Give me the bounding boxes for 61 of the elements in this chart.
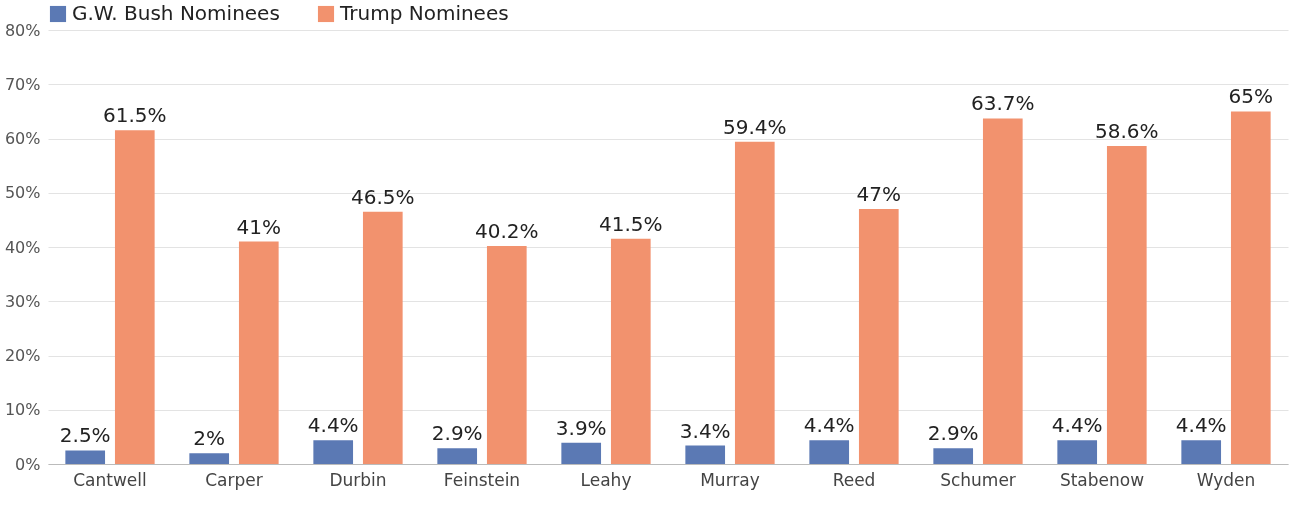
x-tick-label: Feinstein bbox=[443, 469, 521, 490]
data-label: 4.4% bbox=[1175, 413, 1227, 438]
y-tick-label: 40% bbox=[4, 237, 41, 257]
bar bbox=[561, 442, 602, 464]
data-label: 46.5% bbox=[351, 184, 415, 209]
y-tick-label: 30% bbox=[4, 291, 41, 311]
data-label: 59.4% bbox=[723, 114, 787, 139]
bar bbox=[437, 448, 478, 464]
data-label: 41.5% bbox=[599, 211, 663, 236]
x-tick-label: Carper bbox=[205, 469, 263, 490]
bar bbox=[610, 238, 651, 464]
data-label: 41% bbox=[236, 214, 282, 239]
data-label: 3.9% bbox=[555, 415, 607, 440]
data-label: 2.5% bbox=[59, 423, 111, 448]
data-label: 65% bbox=[1228, 84, 1274, 109]
data-label: 2% bbox=[193, 426, 226, 451]
y-tick-label: 70% bbox=[4, 74, 41, 94]
bar bbox=[858, 209, 899, 464]
x-tick-label: Reed bbox=[832, 469, 876, 490]
x-tick-label: Cantwell bbox=[73, 469, 147, 490]
x-tick-label: Wyden bbox=[1196, 469, 1256, 490]
data-label: 2.9% bbox=[431, 421, 483, 446]
y-tick-label: 60% bbox=[4, 129, 41, 148]
x-tick-label: Leahy bbox=[580, 469, 632, 490]
bar bbox=[65, 450, 106, 464]
x-tick-label: Stabenow bbox=[1059, 469, 1145, 490]
legend-label: G.W. Bush Nominees bbox=[72, 1, 280, 25]
y-tick-label: 10% bbox=[4, 400, 41, 420]
bar bbox=[114, 130, 155, 464]
legend-label: Trump Nominees bbox=[339, 1, 509, 25]
bar bbox=[238, 241, 279, 464]
bar bbox=[1106, 146, 1147, 464]
bar bbox=[362, 211, 403, 464]
y-tick-label: 0% bbox=[15, 454, 41, 474]
y-tick-label: 80% bbox=[4, 20, 41, 40]
data-label: 47% bbox=[856, 182, 902, 207]
y-tick-label: 20% bbox=[4, 346, 41, 365]
data-label: 4.4% bbox=[307, 413, 359, 438]
x-tick-label: Durbin bbox=[329, 469, 387, 490]
x-tick-label: Murray bbox=[700, 469, 760, 490]
bar bbox=[734, 141, 775, 464]
bar bbox=[1230, 111, 1271, 464]
data-label: 58.6% bbox=[1095, 119, 1159, 144]
bar bbox=[1181, 440, 1222, 464]
bar bbox=[189, 453, 230, 464]
data-label: 61.5% bbox=[103, 103, 167, 128]
y-tick-label: 50% bbox=[4, 183, 41, 203]
data-label: 4.4% bbox=[803, 413, 855, 438]
bar bbox=[933, 448, 974, 464]
data-label: 4.4% bbox=[1051, 413, 1103, 438]
data-label: 63.7% bbox=[971, 91, 1035, 116]
bar bbox=[685, 445, 726, 464]
x-tick-label: Schumer bbox=[940, 469, 1016, 490]
bar bbox=[809, 440, 850, 464]
bar bbox=[1057, 440, 1098, 464]
bar bbox=[313, 440, 354, 464]
bar bbox=[486, 245, 527, 464]
data-label: 2.9% bbox=[927, 421, 979, 446]
bar bbox=[982, 118, 1023, 464]
data-label: 3.4% bbox=[679, 418, 731, 443]
data-label: 40.2% bbox=[475, 218, 539, 243]
